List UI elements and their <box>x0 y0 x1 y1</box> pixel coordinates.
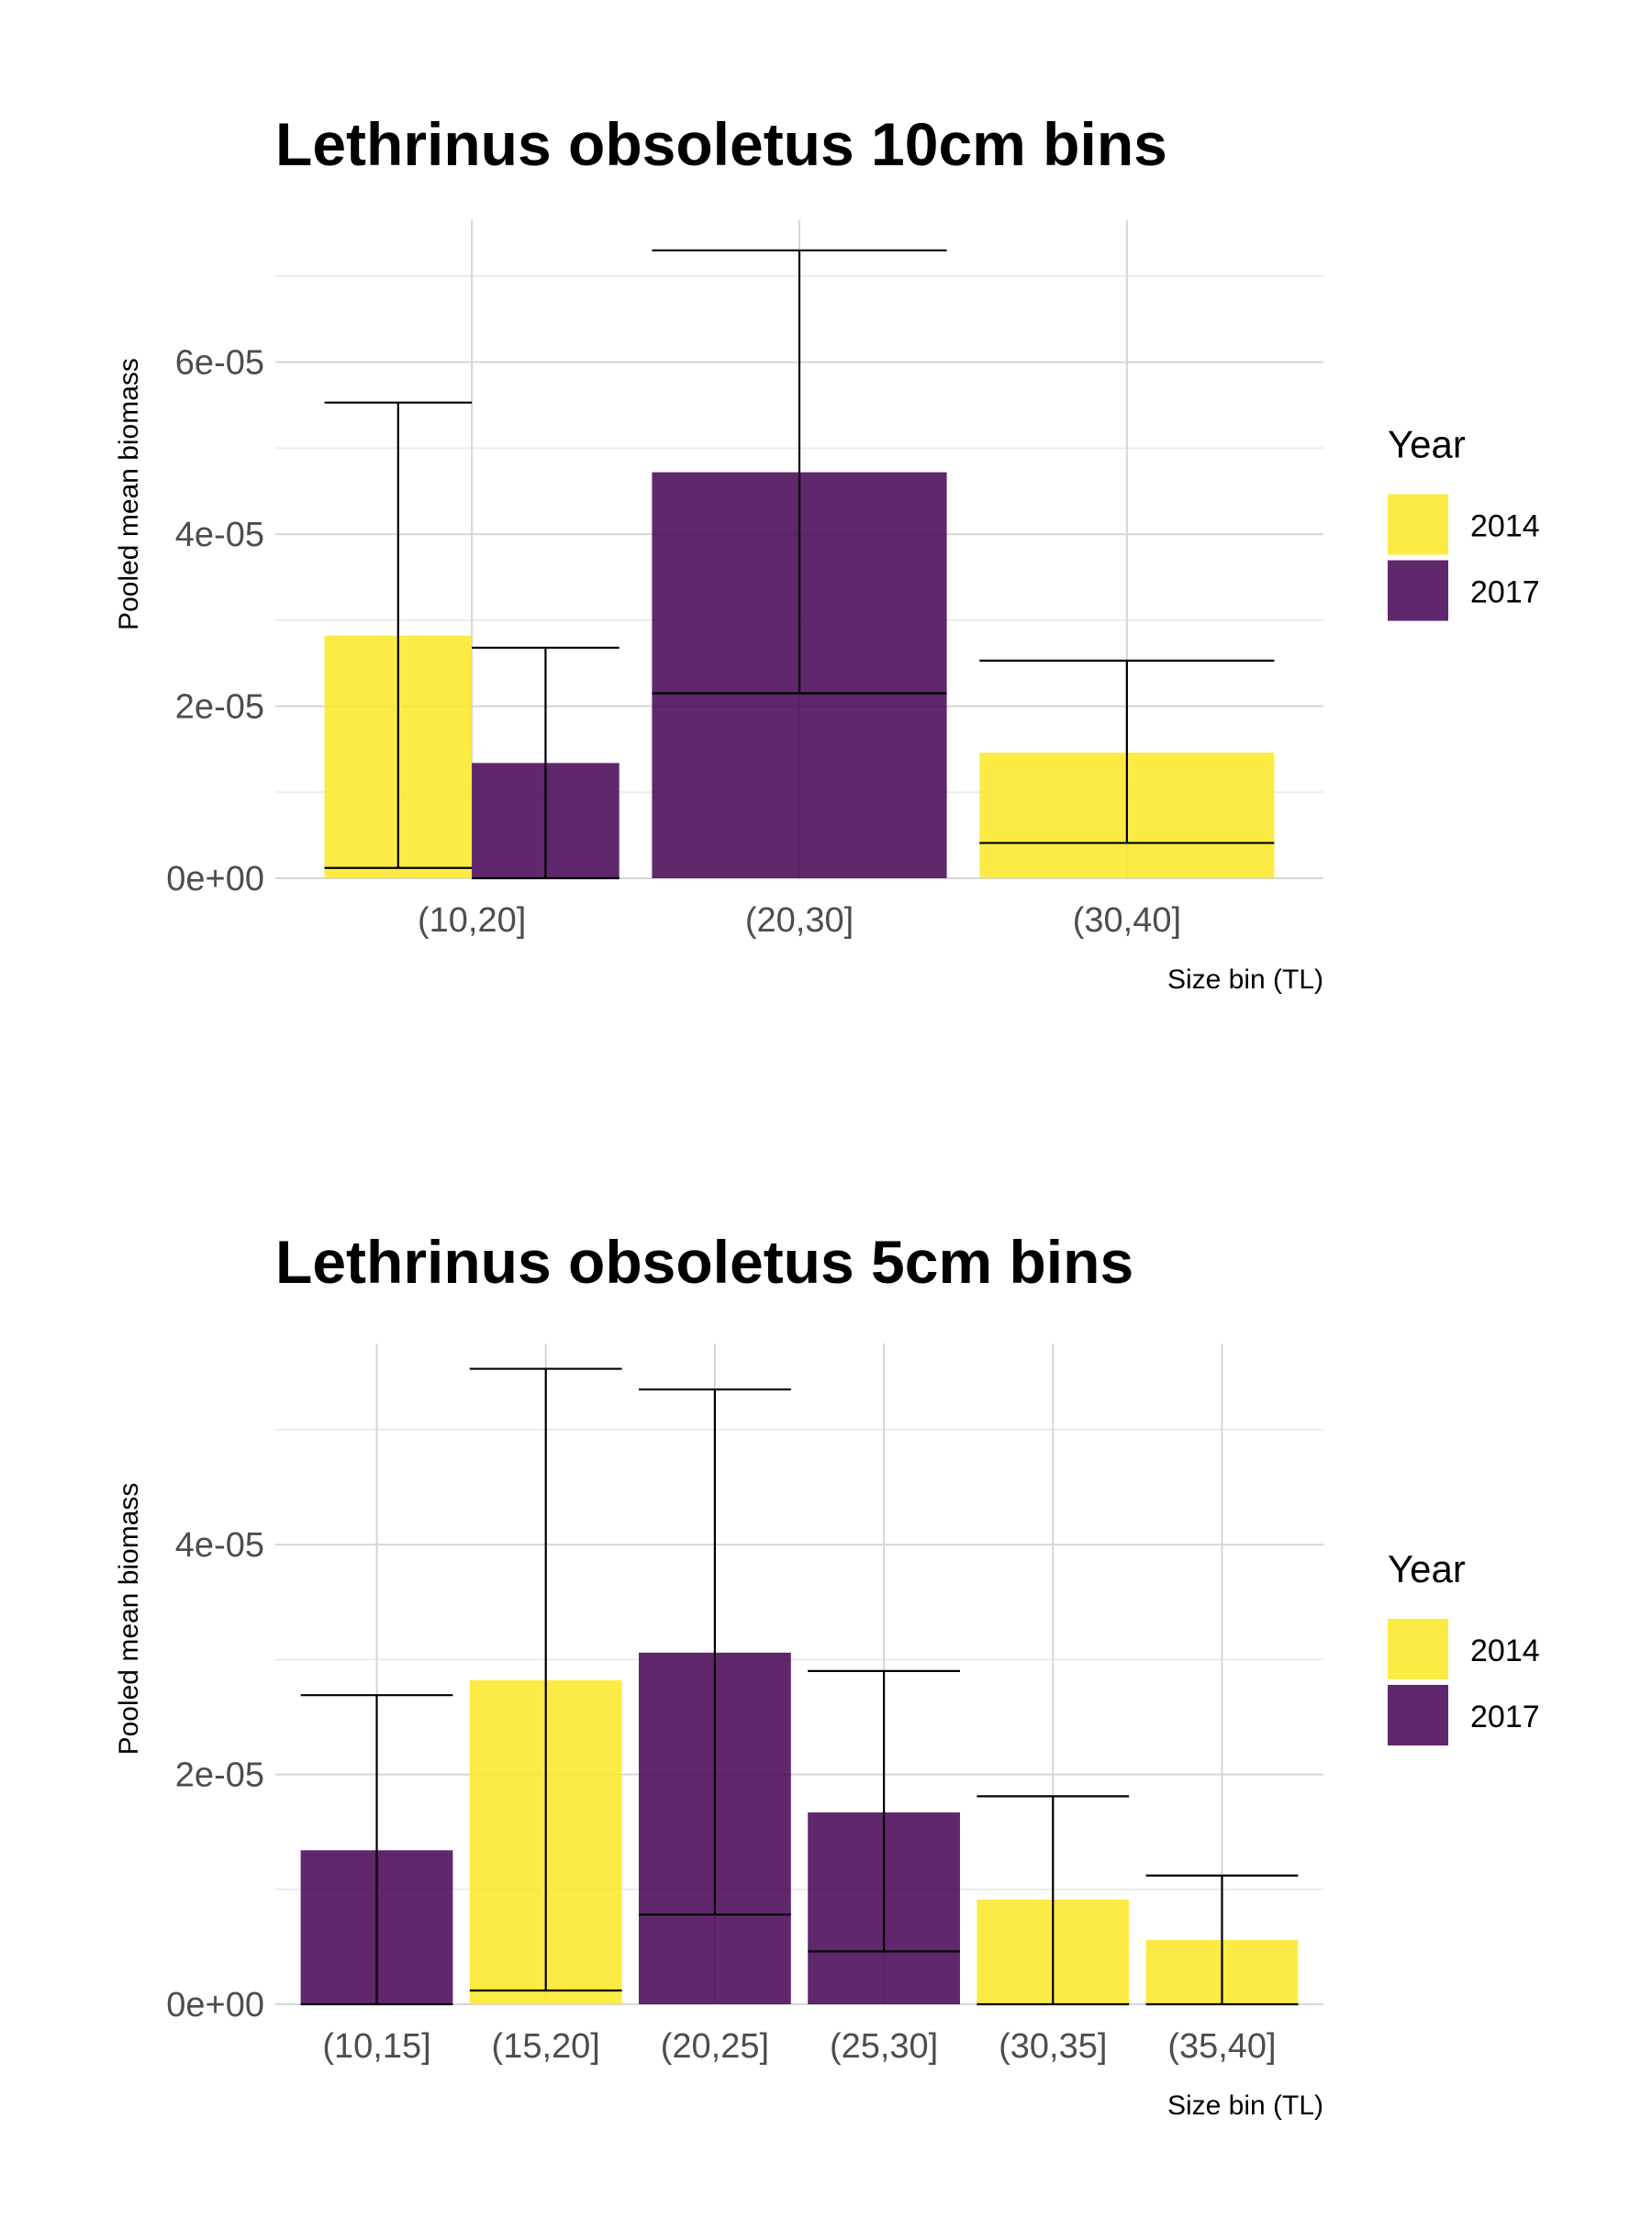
y-tick-label: 2e-05 <box>175 688 264 727</box>
legend-title: Year <box>1388 423 1466 466</box>
legend-label: 2017 <box>1470 1700 1540 1734</box>
legend-title: Year <box>1388 1547 1466 1590</box>
chart-title: Lethrinus obsoletus 10cm bins <box>275 110 1167 178</box>
x-tick-label: (30,40] <box>1073 901 1181 940</box>
chart-panel-5cm-bins: Lethrinus obsoletus 5cm bins 0e+00 2e-05 4e… <box>0 1118 1652 2219</box>
legend-label: 2014 <box>1470 1634 1540 1668</box>
x-tick-label: (30,35] <box>999 2027 1107 2066</box>
y-axis-title: Pooled mean biomass <box>114 1483 144 1756</box>
x-tick-label: (20,30] <box>745 901 854 940</box>
chart-title: Lethrinus obsoletus 5cm bins <box>275 1228 1133 1296</box>
chart-svg-5cm: Lethrinus obsoletus 5cm bins 0e+00 2e-05 4e… <box>114 1228 1540 2121</box>
chart-panel-10cm-bins: Lethrinus obsoletus 10cm bins 0e+00 2e-05 4… <box>0 0 1652 1101</box>
y-tick-label: 6e-05 <box>175 344 264 383</box>
x-axis-title: Size bin (TL) <box>1167 2091 1323 2121</box>
x-tick-label: (20,25] <box>661 2027 769 2066</box>
x-tick-label: (10,20] <box>418 901 526 940</box>
y-tick-label: 4e-05 <box>175 1526 264 1565</box>
y-tick-label: 0e+00 <box>166 1986 264 2024</box>
x-axis-title: Size bin (TL) <box>1167 965 1323 995</box>
legend-swatch-2014 <box>1388 1619 1448 1679</box>
y-axis-title: Pooled mean biomass <box>114 358 144 630</box>
legend-swatch-2014 <box>1388 494 1448 555</box>
y-tick-label: 0e+00 <box>166 860 264 898</box>
legend-swatch-2017 <box>1388 560 1448 621</box>
legend-swatch-2017 <box>1388 1685 1448 1745</box>
x-tick-label: (15,20] <box>492 2027 600 2066</box>
y-tick-label: 2e-05 <box>175 1756 264 1795</box>
y-tick-label: 4e-05 <box>175 516 264 554</box>
x-tick-label: (35,40] <box>1167 2027 1276 2066</box>
chart-svg-10cm: Lethrinus obsoletus 10cm bins 0e+00 2e-05 4… <box>114 110 1540 995</box>
x-tick-label: (10,15] <box>322 2027 430 2066</box>
x-tick-label: (25,30] <box>830 2027 938 2066</box>
legend-label: 2014 <box>1470 509 1540 544</box>
legend-label: 2017 <box>1470 575 1540 610</box>
